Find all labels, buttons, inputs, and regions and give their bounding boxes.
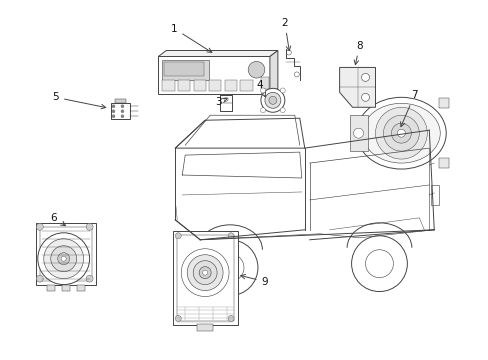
Circle shape [390, 123, 410, 143]
Bar [173, 231, 238, 325]
Bar [438, 158, 448, 168]
Bar [438, 98, 448, 108]
Circle shape [261, 88, 285, 112]
Text: 3: 3 [214, 97, 227, 107]
Circle shape [121, 115, 124, 118]
Circle shape [175, 233, 181, 239]
Bar [209, 80, 221, 91]
Bar [110, 103, 130, 119]
Circle shape [227, 315, 234, 321]
Bar [178, 80, 190, 91]
Bar [193, 80, 205, 91]
Bar [36, 223, 95, 285]
Bar [349, 115, 367, 151]
Polygon shape [269, 50, 277, 94]
Bar [224, 80, 237, 91]
Text: 1: 1 [171, 24, 211, 53]
Bar [240, 80, 252, 91]
Circle shape [121, 110, 124, 113]
Circle shape [36, 275, 43, 282]
Bar [47, 285, 55, 291]
Circle shape [38, 233, 89, 285]
Bar [164, 62, 204, 76]
Circle shape [353, 128, 363, 138]
Circle shape [193, 261, 217, 285]
Circle shape [264, 92, 280, 108]
Circle shape [112, 115, 115, 118]
Circle shape [175, 315, 181, 321]
Bar [40, 227, 91, 280]
Circle shape [383, 115, 419, 151]
Circle shape [121, 105, 124, 108]
Bar [114, 99, 126, 103]
Circle shape [248, 62, 264, 78]
Bar [261, 77, 268, 89]
Circle shape [58, 253, 69, 265]
Circle shape [187, 255, 223, 291]
Circle shape [86, 223, 93, 230]
Text: 7: 7 [400, 90, 417, 127]
Polygon shape [339, 67, 375, 107]
Text: 6: 6 [50, 213, 65, 226]
Text: 8: 8 [353, 41, 362, 65]
Circle shape [61, 256, 66, 261]
Circle shape [280, 88, 285, 93]
Circle shape [51, 246, 77, 272]
Text: 5: 5 [52, 92, 105, 109]
Circle shape [375, 107, 427, 159]
Circle shape [199, 267, 211, 279]
Bar [162, 60, 209, 80]
Circle shape [86, 275, 93, 282]
Bar [197, 324, 213, 332]
Ellipse shape [362, 103, 439, 163]
Circle shape [361, 73, 369, 81]
Circle shape [202, 270, 207, 275]
Bar [158, 57, 269, 94]
Polygon shape [158, 50, 277, 57]
Circle shape [361, 93, 369, 101]
Circle shape [112, 110, 115, 113]
Circle shape [260, 88, 265, 93]
Circle shape [260, 108, 265, 113]
Bar [77, 285, 84, 291]
Bar [162, 80, 174, 91]
Circle shape [44, 239, 83, 279]
Text: 4: 4 [256, 80, 265, 97]
Circle shape [397, 129, 405, 137]
Circle shape [112, 105, 115, 108]
Bar [177, 235, 234, 321]
Bar [61, 285, 69, 291]
Circle shape [268, 96, 276, 104]
Ellipse shape [356, 97, 446, 169]
Circle shape [280, 108, 285, 113]
Text: 9: 9 [240, 274, 268, 287]
Circle shape [227, 233, 234, 239]
Circle shape [181, 249, 228, 297]
Circle shape [36, 223, 43, 230]
Bar [430, 185, 438, 205]
Text: 2: 2 [281, 18, 290, 51]
